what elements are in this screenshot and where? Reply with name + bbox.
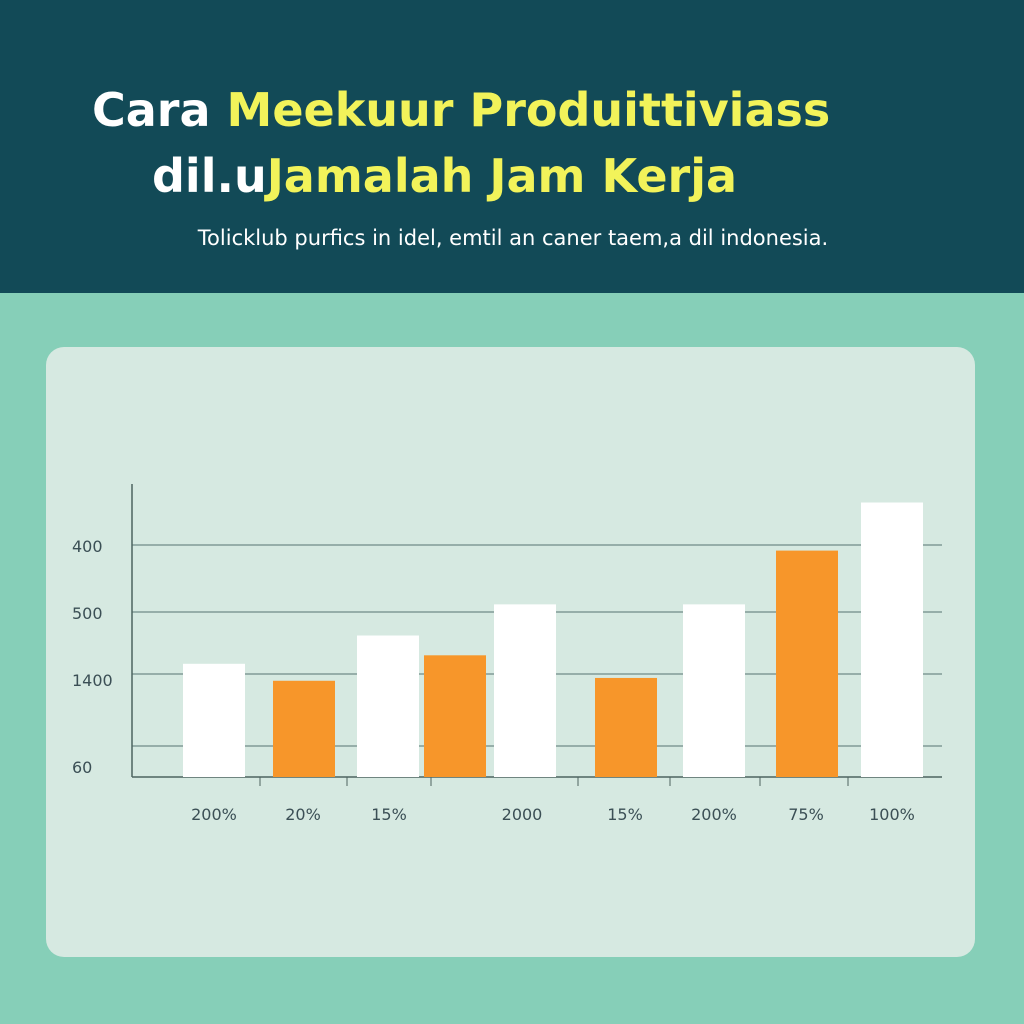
y-tick-label: 1400 [72,671,113,690]
x-tick-label: 75% [788,805,824,824]
bar-orange [273,680,335,777]
bar-orange [424,655,486,777]
bar-orange [776,550,838,777]
bar-orange [595,677,657,777]
y-tick-label: 400 [72,537,103,556]
title-line-2-yellow: Jamalah Jam Kerja [266,149,738,203]
title-line-2-white: dil.u [152,149,267,203]
x-tick-label: 15% [607,805,643,824]
bar-white [494,604,556,777]
x-tick-label: 100% [869,805,915,824]
y-tick-label: 500 [72,604,103,623]
x-tick-label: 200% [691,805,737,824]
x-tick-label: 20% [285,805,321,824]
title-line-1: Cara Meekuur Produittiviass [0,82,1024,138]
y-tick-label: 60 [72,758,92,777]
subtitle: Tolicklub purfics in idel, emtil an cane… [197,226,829,250]
bar-white [861,502,923,777]
x-tick-label: 200% [191,805,237,824]
title-line-1-white: Cara [92,83,227,137]
title-line-1-yellow: Meekuur Produittiviass [226,83,831,137]
header-banner: Cara Meekuur Produittiviass dil.uJamalah… [0,0,1024,293]
bar-white [357,635,419,777]
x-tick-label: 15% [371,805,407,824]
bar-white [183,663,245,777]
title-line-2: dil.uJamalah Jam Kerja [0,148,1024,204]
x-tick-label: 2000 [502,805,543,824]
bar-white [683,604,745,777]
